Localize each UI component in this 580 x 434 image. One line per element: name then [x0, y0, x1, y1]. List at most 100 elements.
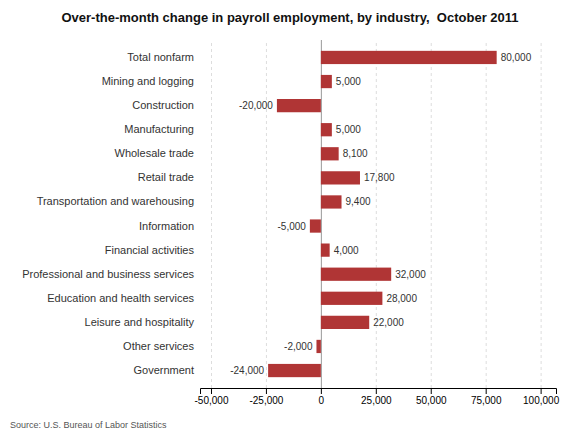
- x-tick: -25,000: [249, 388, 283, 406]
- y-tick: Professional and business services: [22, 268, 200, 280]
- y-tick: Construction: [132, 99, 200, 111]
- x-tick-label: -25,000: [249, 395, 283, 406]
- data-labels: -24,000-2,00022,00028,00032,0004,000-5,0…: [230, 52, 531, 376]
- y-tick-label: Retail trade: [138, 171, 194, 183]
- bar: [268, 364, 321, 377]
- bar: [316, 340, 320, 353]
- x-tick-mark: [431, 388, 432, 394]
- y-tick: Mining and logging: [102, 75, 200, 87]
- y-tick-label: Construction: [132, 99, 194, 111]
- bar: [321, 316, 369, 329]
- grid-tick: [376, 40, 377, 388]
- data-label: 17,800: [364, 172, 395, 183]
- bar: [321, 51, 497, 64]
- y-tick: Financial activities: [105, 244, 200, 256]
- y-tick-label: Total nonfarm: [127, 51, 194, 63]
- x-tick: 0: [319, 388, 325, 406]
- grid-line: [211, 40, 212, 388]
- y-tick-label: Manufacturing: [124, 123, 194, 135]
- data-label: -2,000: [284, 341, 313, 352]
- bar: [321, 75, 332, 88]
- x-tick: 75,000: [471, 388, 502, 406]
- grid-line: [376, 40, 377, 388]
- y-tick: Retail trade: [138, 171, 200, 183]
- grid-line: [431, 40, 432, 388]
- y-tick: Total nonfarm: [127, 51, 200, 63]
- y-axis: Government Other services Leisure and hosp…: [22, 51, 200, 376]
- grid-tick: [431, 40, 432, 388]
- data-label: 28,000: [386, 293, 417, 304]
- y-tick-label: Government: [133, 364, 194, 376]
- grid-line: [486, 40, 487, 388]
- bar: [321, 268, 391, 281]
- bar: [321, 195, 342, 208]
- x-tick: 100,000: [523, 388, 560, 406]
- x-tick-label: -50,000: [195, 395, 229, 406]
- x-tick-mark: [486, 388, 487, 394]
- grid-line: [541, 40, 542, 388]
- bar: [277, 99, 321, 112]
- x-tick-label: 100,000: [523, 395, 560, 406]
- data-label: -24,000: [230, 365, 264, 376]
- data-label: 9,400: [346, 196, 371, 207]
- y-tick-label: Information: [139, 220, 194, 232]
- x-tick-label: 75,000: [471, 395, 502, 406]
- bar: [321, 147, 339, 160]
- bar: [321, 123, 332, 136]
- y-tick: Government: [133, 364, 200, 376]
- grid-tick: [541, 40, 542, 388]
- x-tick: 50,000: [416, 388, 447, 406]
- x-tick-label: 25,000: [361, 395, 392, 406]
- x-tick-mark: [211, 388, 212, 394]
- grid: [211, 40, 541, 388]
- grid-tick: [321, 40, 322, 388]
- x-tick-label: 50,000: [416, 395, 447, 406]
- y-tick: Leisure and hospitality: [85, 316, 200, 328]
- plot: -50,000 -25,000 0 25,000 50,000 75,000 100,000…: [22, 40, 559, 406]
- bar: [310, 219, 321, 232]
- bar: [321, 244, 330, 257]
- data-label: 8,100: [343, 148, 368, 159]
- data-label: -5,000: [278, 221, 307, 232]
- x-tick-label: 0: [319, 395, 325, 406]
- y-tick-label: Mining and logging: [102, 75, 194, 87]
- grid-tick: [211, 40, 212, 388]
- y-tick: Other services: [123, 340, 200, 352]
- y-tick: Information: [139, 220, 200, 232]
- x-tick: 25,000: [361, 388, 392, 406]
- y-tick-label: Transportation and warehousing: [37, 195, 194, 207]
- data-label: 80,000: [501, 52, 532, 63]
- annotation: Source: U.S. Bureau of Labor Statistics: [10, 420, 167, 430]
- y-tick: Education and health services: [47, 292, 200, 304]
- y-tick-label: Financial activities: [105, 244, 195, 256]
- y-tick-label: Other services: [123, 340, 194, 352]
- y-tick-label: Leisure and hospitality: [85, 316, 195, 328]
- title: Over-the-month change in payroll employm…: [61, 10, 518, 25]
- x-tick-mark: [266, 388, 267, 394]
- grid-tick: [486, 40, 487, 388]
- bar: [321, 171, 360, 184]
- chart: Over-the-month change in payroll employm…: [0, 0, 580, 434]
- grid-line: [321, 40, 322, 388]
- x-tick-mark: [321, 388, 322, 394]
- bar: [321, 292, 383, 305]
- y-tick: Manufacturing: [124, 123, 200, 135]
- x-axis-line: [201, 389, 557, 395]
- grid-line: [266, 40, 267, 388]
- y-tick-label: Professional and business services: [22, 268, 194, 280]
- data-label: 22,000: [373, 317, 404, 328]
- x-axis: -50,000 -25,000 0 25,000 50,000 75,000 100,000: [195, 388, 560, 406]
- x-tick-mark: [376, 388, 377, 394]
- data-label: 32,000: [395, 269, 426, 280]
- y-tick: Wholesale trade: [115, 147, 201, 159]
- x-tick: -50,000: [195, 388, 229, 406]
- data-label: 5,000: [336, 76, 361, 87]
- data-label: -20,000: [239, 100, 273, 111]
- x-tick-mark: [541, 388, 542, 394]
- bars: [268, 51, 497, 377]
- y-tick-label: Wholesale trade: [115, 147, 195, 159]
- grid-tick: [266, 40, 267, 388]
- y-tick: Transportation and warehousing: [37, 195, 200, 207]
- data-label: 5,000: [336, 124, 361, 135]
- y-tick-label: Education and health services: [47, 292, 194, 304]
